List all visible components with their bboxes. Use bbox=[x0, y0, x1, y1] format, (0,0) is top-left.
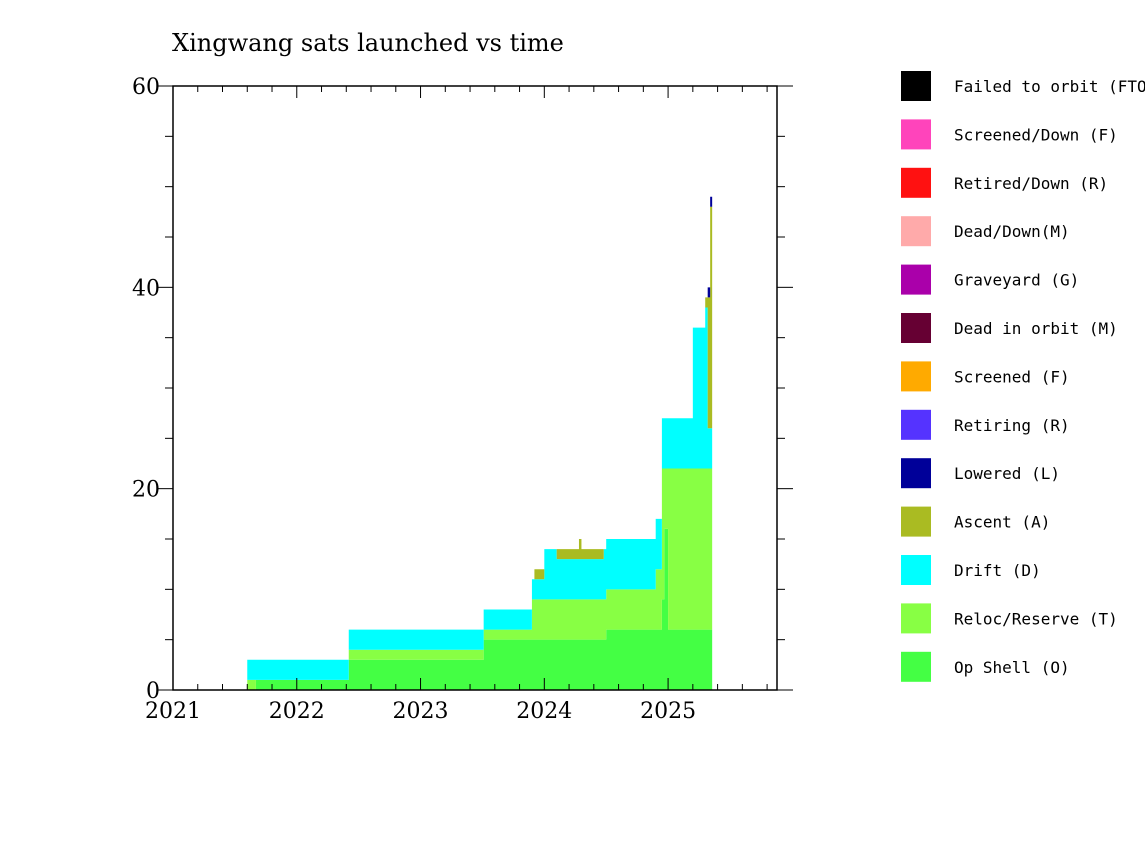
legend-swatch bbox=[901, 71, 931, 101]
legend-label: Drift (D) bbox=[954, 561, 1041, 580]
legend-swatch bbox=[901, 651, 931, 682]
chart-title: Xingwang sats launched vs time bbox=[172, 29, 564, 57]
legend-label: Dead in orbit (M) bbox=[954, 319, 1118, 338]
legend-label: Failed to orbit (FTO) bbox=[954, 77, 1145, 96]
legend-swatch bbox=[901, 264, 931, 295]
legend-swatch bbox=[901, 216, 931, 247]
legend-label: Graveyard (G) bbox=[954, 271, 1079, 290]
x-tick-label: 2024 bbox=[516, 699, 572, 724]
legend-swatch bbox=[901, 313, 931, 343]
legend-label: Lowered (L) bbox=[954, 464, 1060, 483]
y-tick-label: 0 bbox=[146, 679, 160, 704]
legend-label: Retiring (R) bbox=[954, 416, 1070, 435]
legend-swatch bbox=[901, 119, 931, 150]
plot-frame bbox=[172, 85, 778, 691]
legend-label: Op Shell (O) bbox=[954, 658, 1070, 677]
legend-swatch bbox=[901, 167, 931, 198]
legend-swatch bbox=[901, 603, 931, 634]
x-tick-label: 2021 bbox=[145, 699, 201, 724]
legend-swatch bbox=[901, 506, 931, 537]
y-tick-label: 40 bbox=[132, 276, 160, 301]
legend-swatch bbox=[901, 458, 931, 489]
legend: Failed to orbit (FTO) Screened/Down (F) Re… bbox=[901, 71, 1145, 682]
legend-label: Dead/Down(M) bbox=[954, 222, 1070, 241]
legend-label: Screened (F) bbox=[954, 367, 1070, 386]
legend-label: Ascent (A) bbox=[954, 513, 1050, 532]
axis-tick-labels: 2021 2022 2023 2024 2025 0 20 40 60 bbox=[132, 75, 696, 724]
y-tick-label: 20 bbox=[132, 478, 160, 503]
stacked-area-layers bbox=[247, 196, 713, 690]
area-layer-2 bbox=[247, 307, 713, 680]
x-tick-label: 2025 bbox=[640, 699, 696, 724]
area-layer-0 bbox=[247, 528, 713, 690]
legend-label: Retired/Down (R) bbox=[954, 174, 1108, 193]
legend-label: Reloc/Reserve (T) bbox=[954, 609, 1118, 628]
y-tick-label: 60 bbox=[132, 75, 160, 100]
legend-swatch bbox=[901, 361, 931, 392]
area-layer-1 bbox=[247, 468, 713, 690]
x-tick-label: 2023 bbox=[393, 699, 449, 724]
legend-swatch bbox=[901, 409, 931, 440]
legend-swatch bbox=[901, 555, 931, 585]
legend-label: Screened/Down (F) bbox=[954, 125, 1118, 144]
x-tick-label: 2022 bbox=[269, 699, 325, 724]
axis-ticks bbox=[157, 85, 793, 691]
